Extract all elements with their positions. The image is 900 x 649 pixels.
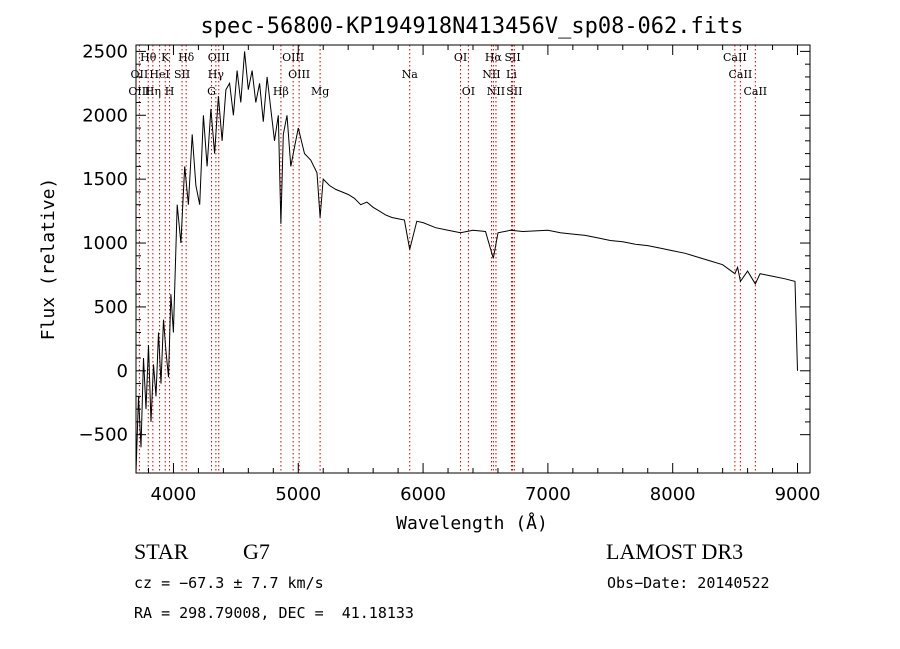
line-label: NII [487,85,505,98]
obs-date: Obs−Date: 20140522 [607,574,770,592]
line-label: Li [506,68,517,81]
line-label: HeI [149,68,169,81]
y-tick-label: 0 [117,361,128,382]
y-tick-label: 2500 [82,41,128,62]
line-label: OII [131,68,149,81]
line-label: NII [482,68,500,81]
line-label: OI [454,51,467,64]
line-label: CaII [723,51,747,64]
line-label: Hγ [208,68,225,81]
x-axis-ticks: 4000 5000 6000 7000 8000 9000 [147,45,821,505]
object-subclass: G7 [243,539,270,564]
line-label: SII [506,85,522,98]
coordinates: RA = 298.79008, DEC = 41.18133 [134,604,414,622]
x-tick-label: 9000 [775,484,821,505]
x-tick-label: 5000 [275,484,321,505]
line-label: Mg [311,85,329,98]
chart-title: spec-56800-KP194918N413456V_sp08-062.fit… [200,14,743,39]
line-label: OIII [128,85,150,98]
line-label: OIII [282,51,304,64]
line-label: OI [462,85,475,98]
x-tick-label: 4000 [151,484,197,505]
line-label: OIII [288,68,310,81]
line-label: Hβ [273,85,289,98]
survey-name: LAMOST DR3 [606,539,744,564]
line-label: CaII [729,68,753,81]
line-label: Hα [485,51,503,64]
emission-line-markers [138,45,756,473]
line-label: G [207,85,216,98]
y-axis-ticks: −500 0 500 1000 1500 2000 2500 [79,41,810,446]
x-tick-label: 7000 [525,484,571,505]
x-tick-label: 6000 [400,484,446,505]
line-label: K [161,51,170,64]
x-axis-label: Wavelength (Å) [396,512,548,534]
line-label: H [165,85,175,98]
line-label: Hη [145,85,161,98]
object-class: STAR [134,539,189,564]
line-label: Hδ [178,51,195,64]
line-label: Na [402,68,419,81]
line-label: SII [174,68,190,81]
y-tick-label: 1500 [82,169,128,190]
line-label: CaII [743,85,767,98]
y-tick-label: −500 [79,425,128,446]
y-tick-label: 1000 [82,233,128,254]
y-tick-label: 2000 [82,105,128,126]
x-tick-label: 8000 [650,484,696,505]
redshift-text: cz = −67.3 ± 7.7 km/s [134,574,324,592]
plot-frame [135,44,811,474]
line-label: SII [504,51,520,64]
spectrum-line [135,51,798,474]
y-tick-label: 500 [94,297,128,318]
y-axis-label: Flux (relative) [38,178,59,341]
line-label: Hθ [140,51,157,64]
line-label: OIII [208,51,230,64]
